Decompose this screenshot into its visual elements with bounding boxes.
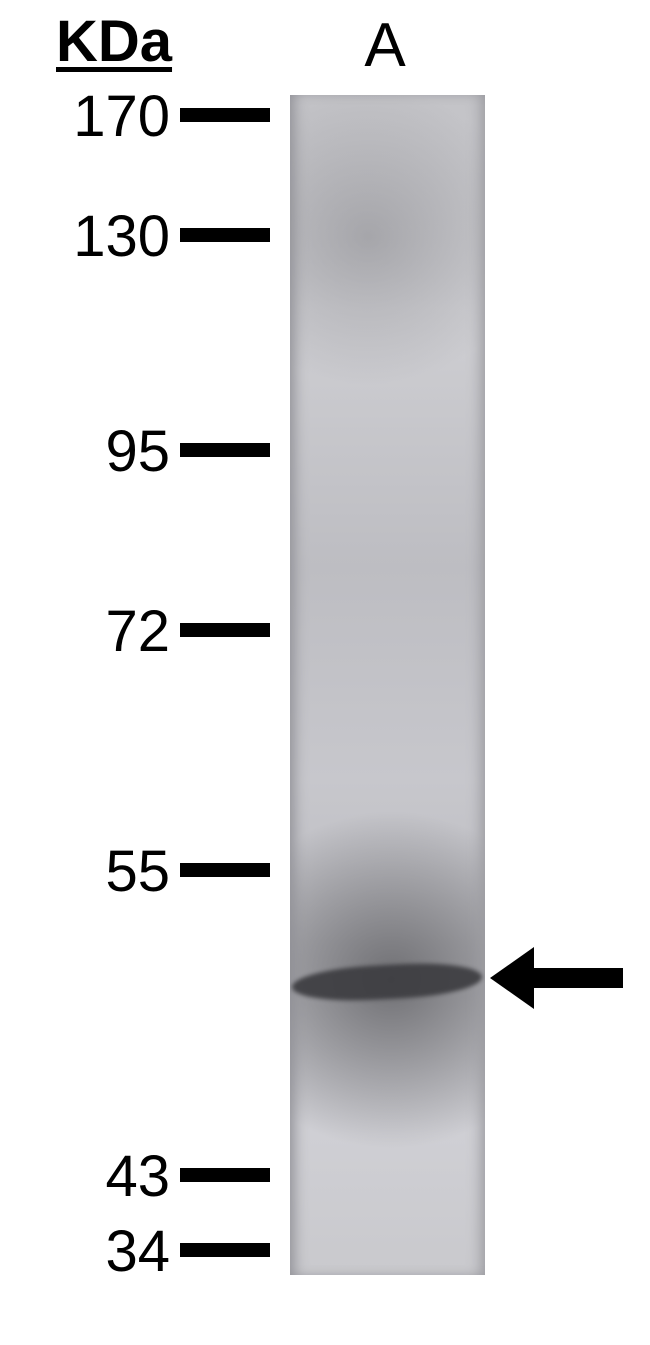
tick-label-55: 55 <box>0 838 170 905</box>
blot-figure: KDa A 170 130 95 72 55 43 34 <box>0 0 650 1345</box>
tick-mark-72 <box>180 623 270 637</box>
tick-mark-34 <box>180 1243 270 1257</box>
blot-lane-A <box>290 95 485 1275</box>
lane-label-A: A <box>355 10 415 81</box>
tick-label-43: 43 <box>0 1143 170 1210</box>
axis-title: KDa <box>56 8 172 75</box>
tick-mark-95 <box>180 443 270 457</box>
tick-label-95: 95 <box>0 418 170 485</box>
tick-mark-43 <box>180 1168 270 1182</box>
blot-lane-A-background <box>290 95 485 1275</box>
tick-mark-55 <box>180 863 270 877</box>
tick-mark-130 <box>180 228 270 242</box>
tick-label-72: 72 <box>0 598 170 665</box>
tick-label-34: 34 <box>0 1218 170 1285</box>
tick-label-130: 130 <box>0 203 170 270</box>
tick-label-170: 170 <box>0 83 170 150</box>
arrow-shaft <box>505 968 623 988</box>
tick-mark-170 <box>180 108 270 122</box>
